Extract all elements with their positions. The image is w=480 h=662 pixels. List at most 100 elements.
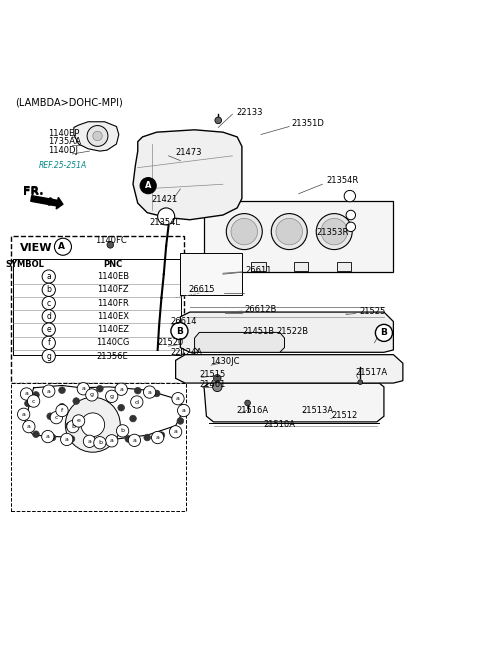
Circle shape: [346, 211, 356, 220]
Circle shape: [245, 400, 251, 406]
Text: a: a: [110, 438, 114, 444]
Bar: [209, 262, 223, 271]
Text: c: c: [32, 399, 36, 404]
Text: a: a: [82, 386, 85, 391]
Circle shape: [271, 214, 307, 250]
Circle shape: [106, 390, 118, 402]
Circle shape: [22, 410, 28, 417]
Text: FR.: FR.: [23, 186, 44, 197]
Circle shape: [33, 392, 39, 399]
Text: 1140FR: 1140FR: [97, 299, 129, 308]
Polygon shape: [133, 130, 242, 220]
Circle shape: [154, 390, 160, 397]
Circle shape: [214, 375, 221, 382]
Circle shape: [106, 435, 118, 447]
FancyArrow shape: [31, 196, 63, 209]
Circle shape: [107, 242, 114, 248]
Bar: [294, 262, 308, 271]
Text: 1140CG: 1140CG: [96, 338, 129, 348]
Text: 21510A: 21510A: [263, 420, 295, 429]
Polygon shape: [74, 122, 119, 151]
Text: g: g: [90, 393, 94, 397]
Circle shape: [42, 270, 55, 283]
Text: a: a: [46, 434, 50, 439]
Circle shape: [60, 433, 73, 446]
Text: 22133: 22133: [236, 108, 263, 117]
Text: e: e: [77, 418, 81, 424]
Circle shape: [54, 238, 72, 256]
Text: B: B: [176, 326, 183, 336]
Circle shape: [144, 434, 151, 441]
Text: c: c: [55, 415, 58, 420]
Circle shape: [42, 350, 55, 363]
Text: a: a: [148, 389, 152, 395]
Text: 26612B: 26612B: [244, 305, 276, 314]
Text: a: a: [119, 387, 123, 392]
Bar: [13, 259, 181, 271]
Text: 21421: 21421: [151, 195, 177, 204]
Text: d: d: [135, 399, 139, 404]
Text: 1735AA: 1735AA: [48, 137, 81, 146]
Text: a: a: [174, 430, 178, 434]
Circle shape: [49, 434, 56, 441]
Text: g: g: [46, 352, 51, 361]
Circle shape: [131, 396, 143, 408]
Text: a: a: [65, 437, 69, 442]
Circle shape: [180, 406, 186, 412]
Text: a: a: [87, 439, 91, 444]
Text: c: c: [47, 299, 51, 308]
Circle shape: [72, 415, 85, 427]
Text: d: d: [46, 312, 51, 321]
Text: B: B: [381, 328, 387, 338]
Circle shape: [115, 383, 127, 395]
Text: 26615: 26615: [189, 285, 216, 294]
Circle shape: [84, 435, 96, 448]
Circle shape: [177, 418, 184, 424]
Text: a: a: [27, 424, 31, 429]
Circle shape: [134, 387, 141, 394]
Text: SYMBOL: SYMBOL: [6, 260, 45, 269]
Circle shape: [77, 383, 89, 395]
Circle shape: [73, 398, 80, 404]
Text: 21451B: 21451B: [243, 326, 275, 336]
Circle shape: [116, 387, 122, 393]
Text: b: b: [98, 440, 102, 446]
Text: e: e: [47, 325, 51, 334]
Text: 21356E: 21356E: [97, 352, 129, 361]
Text: 21473: 21473: [176, 148, 202, 156]
Text: 21354R: 21354R: [326, 176, 359, 185]
Circle shape: [157, 208, 175, 225]
Circle shape: [130, 415, 136, 422]
Circle shape: [86, 389, 98, 401]
Text: b: b: [71, 424, 75, 429]
Circle shape: [50, 412, 62, 424]
Circle shape: [215, 117, 222, 124]
Circle shape: [96, 385, 103, 392]
Circle shape: [346, 222, 356, 232]
Text: 1430JC: 1430JC: [210, 357, 239, 366]
Circle shape: [23, 422, 30, 429]
Circle shape: [42, 310, 55, 323]
Text: 21461: 21461: [199, 379, 226, 389]
Circle shape: [42, 297, 55, 310]
Circle shape: [43, 385, 55, 397]
Text: a: a: [132, 438, 136, 443]
Text: 21351D: 21351D: [292, 119, 324, 128]
Text: 21522B: 21522B: [276, 326, 308, 336]
Circle shape: [42, 283, 55, 297]
Circle shape: [231, 218, 258, 245]
Circle shape: [125, 436, 132, 442]
Text: b: b: [120, 428, 125, 434]
Text: 1140EP: 1140EP: [48, 128, 79, 138]
Text: a: a: [24, 391, 28, 397]
Text: 26611: 26611: [246, 266, 272, 275]
Polygon shape: [180, 312, 394, 352]
Text: A: A: [145, 181, 151, 190]
Text: 21515: 21515: [199, 370, 226, 379]
Circle shape: [120, 427, 127, 434]
Circle shape: [128, 434, 141, 446]
Bar: [180, 253, 242, 295]
Text: 21516A: 21516A: [236, 406, 268, 415]
Circle shape: [169, 426, 182, 438]
Text: 21512: 21512: [332, 410, 358, 420]
